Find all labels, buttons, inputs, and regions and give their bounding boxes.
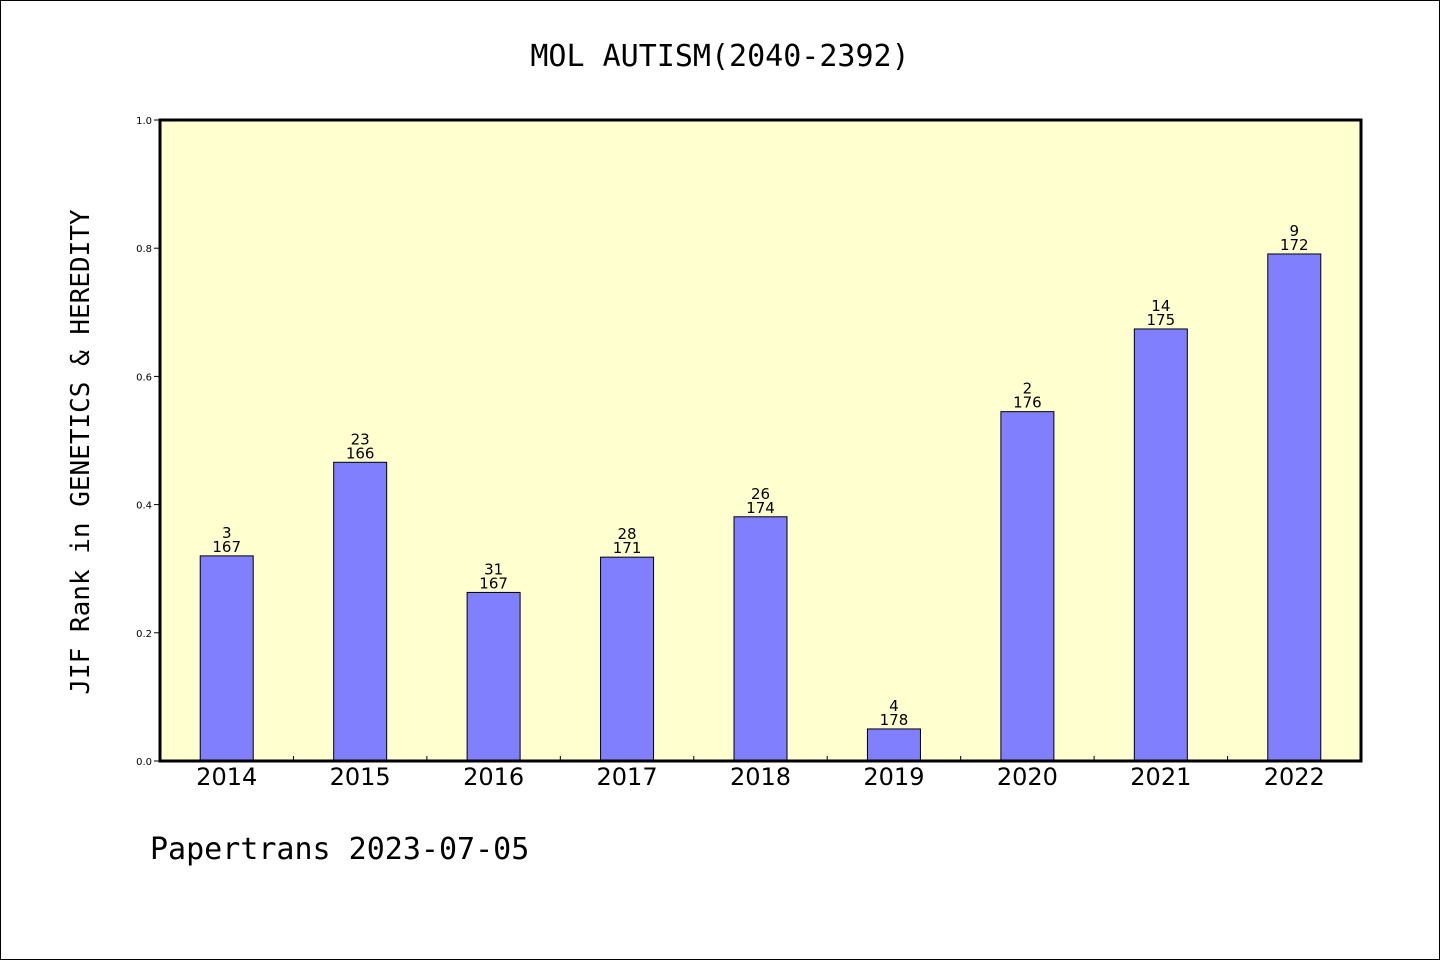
- y-axis-label: JIF Rank in GENETICS & HEREDITY: [66, 209, 96, 695]
- x-tick-label: 2019: [863, 763, 924, 791]
- y-tick-label: 0.0: [136, 757, 152, 768]
- bar-rank-label: 23: [351, 430, 370, 448]
- bar-2022: [1267, 253, 1322, 762]
- bar-2020: [1000, 411, 1055, 762]
- bar-2016: [466, 591, 521, 762]
- bar-total-label: 166: [346, 444, 375, 462]
- x-tick-label: 2020: [997, 763, 1058, 791]
- y-tick-label: 0.2: [136, 629, 152, 640]
- x-tick-label: 2021: [1130, 763, 1191, 791]
- bar-2017: [600, 556, 655, 762]
- x-tick-label: 2017: [597, 763, 658, 791]
- x-tick-label: 2015: [330, 763, 391, 791]
- y-tick-label: 0.4: [136, 501, 152, 512]
- bar-total-label: 172: [1280, 236, 1309, 254]
- bar-total-label: 176: [1013, 394, 1042, 412]
- x-tick-label: 2018: [730, 763, 791, 791]
- x-tick-label: 2016: [463, 763, 524, 791]
- bar-rank-label: 2: [1023, 380, 1033, 398]
- bar-total-label: 167: [479, 574, 508, 592]
- y-tick-label: 0.8: [136, 244, 152, 255]
- plot-border: [158, 118, 1363, 763]
- y-tick-labels: 0.0 0.2 0.4 0.6 0.8 1.0: [136, 116, 152, 768]
- bar-total-label: 175: [1147, 311, 1176, 329]
- y-tick-label: 1.0: [136, 116, 152, 127]
- bar-rank-label: 31: [484, 560, 503, 578]
- chart-title: MOL AUTISM(2040-2392): [530, 39, 909, 74]
- bar-rank-label: 28: [618, 525, 637, 543]
- bar-rank-label: 3: [222, 524, 232, 542]
- bar-2014: [199, 555, 254, 762]
- bar-total-label: 167: [212, 538, 241, 556]
- x-tick-label: 2014: [196, 763, 257, 791]
- bar-rank-label: 26: [751, 485, 770, 503]
- bar-rank-label: 14: [1151, 297, 1170, 315]
- bar-total-label: 174: [746, 499, 775, 517]
- bar-2018: [733, 516, 788, 762]
- bar-rank-label: 4: [889, 697, 899, 715]
- bar-rank-label: 9: [1290, 222, 1300, 240]
- x-tick-labels: 2014 2015 2016 2017 2018 2019 2020 2021 2022: [196, 763, 1325, 791]
- bars: [199, 253, 1322, 762]
- y-tick-label: 0.6: [136, 372, 152, 383]
- bar-2021: [1133, 328, 1188, 762]
- bar-total-label: 171: [613, 539, 642, 557]
- data-labels: 3167231663116728171261744178217614175917…: [212, 222, 1308, 729]
- bar-2019: [866, 728, 921, 762]
- footer-source-date: Papertrans 2023-07-05: [150, 832, 530, 867]
- bar-total-label: 178: [880, 711, 909, 729]
- x-tick-label: 2022: [1264, 763, 1325, 791]
- bar-2015: [333, 461, 388, 762]
